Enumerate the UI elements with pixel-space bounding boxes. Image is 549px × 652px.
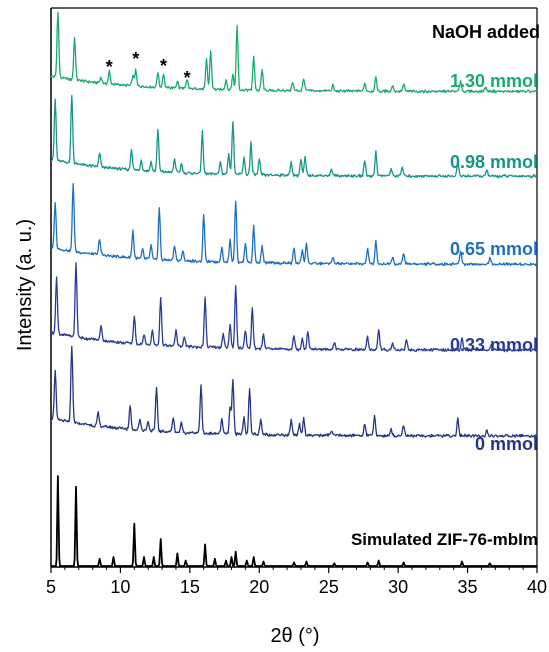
series-line bbox=[50, 11, 538, 94]
legend-title: NaOH added bbox=[432, 22, 540, 42]
x-axis-label: 2θ (°) bbox=[270, 625, 319, 647]
series-label: Simulated ZIF-76-mbIm bbox=[351, 530, 538, 549]
series-label: 0.33 mmol bbox=[450, 335, 538, 355]
asterisk-mark: * bbox=[160, 56, 167, 76]
series-label: 0 mmol bbox=[475, 434, 538, 454]
asterisk-markers: * * * * bbox=[106, 49, 191, 88]
plot-area bbox=[50, 7, 538, 568]
asterisk-mark: * bbox=[106, 57, 113, 77]
x-axis-ticks: 5 10 15 20 25 30 35 40 bbox=[46, 567, 547, 597]
series-label: 0.65 mmol bbox=[450, 239, 538, 259]
x-tick-label: 40 bbox=[527, 577, 547, 597]
series-line bbox=[50, 94, 538, 179]
y-axis-label: Intensity (a. u.) bbox=[14, 219, 36, 351]
x-tick-label: 10 bbox=[110, 577, 130, 597]
series-line bbox=[50, 262, 538, 353]
series-line bbox=[50, 475, 538, 567]
x-tick-label: 5 bbox=[46, 577, 56, 597]
asterisk-mark: * bbox=[184, 68, 191, 88]
x-tick-label: 25 bbox=[319, 577, 339, 597]
series-labels: 1.30 mmol 0.98 mmol 0.65 mmol 0.33 mmol 0 mm… bbox=[351, 71, 538, 549]
asterisk-mark: * bbox=[132, 49, 139, 69]
x-tick-label: 15 bbox=[180, 577, 200, 597]
series-line bbox=[51, 345, 538, 439]
x-tick-label: 35 bbox=[458, 577, 478, 597]
series-line bbox=[50, 182, 538, 267]
x-tick-label: 30 bbox=[388, 577, 408, 597]
series-label: 1.30 mmol bbox=[450, 71, 538, 91]
xrd-traces bbox=[50, 11, 538, 567]
x-tick-label: 20 bbox=[249, 577, 269, 597]
series-label: 0.98 mmol bbox=[450, 152, 538, 172]
